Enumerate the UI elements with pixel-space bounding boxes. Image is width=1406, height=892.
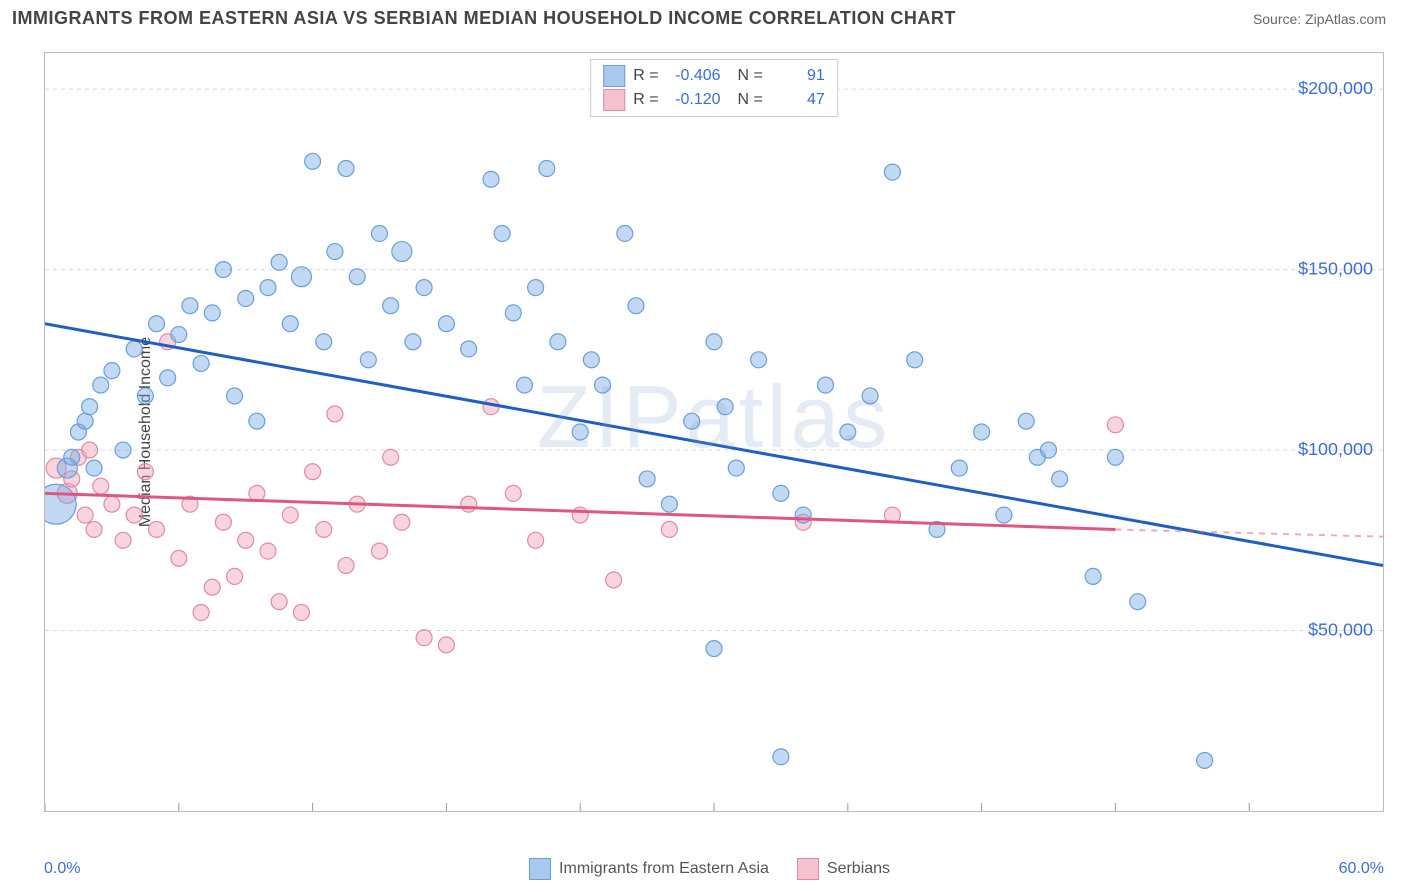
stats-r-label: R = — [633, 64, 658, 88]
chart-area: Median Household Income R = -0.406 N = 9… — [44, 52, 1384, 812]
x-axis-min: 0.0% — [44, 860, 80, 878]
stats-n-value-0: 91 — [771, 64, 825, 88]
stats-row-1: R = -0.120 N = 47 — [603, 88, 825, 112]
legend-swatch-1 — [797, 858, 819, 880]
legend-item-0: Immigrants from Eastern Asia — [529, 858, 769, 880]
stats-n-label: N = — [729, 64, 763, 88]
series-legend: Immigrants from Eastern Asia Serbians — [529, 858, 890, 880]
source-label: Source: ZipAtlas.com — [1253, 11, 1386, 27]
stats-n-label: N = — [729, 88, 763, 112]
stats-r-label: R = — [633, 88, 658, 112]
stats-r-value-0: -0.406 — [667, 64, 721, 88]
stats-legend: R = -0.406 N = 91 R = -0.120 N = 47 — [590, 59, 838, 117]
legend-item-1: Serbians — [797, 858, 890, 880]
legend-label-1: Serbians — [827, 860, 890, 878]
stats-n-value-1: 47 — [771, 88, 825, 112]
svg-text:$100,000: $100,000 — [1298, 439, 1373, 459]
stats-r-value-1: -0.120 — [667, 88, 721, 112]
stats-swatch-0 — [603, 65, 625, 87]
stats-swatch-1 — [603, 89, 625, 111]
svg-text:$50,000: $50,000 — [1308, 620, 1373, 640]
bottom-legend: 0.0% Immigrants from Eastern Asia Serbia… — [44, 858, 1384, 880]
header: IMMIGRANTS FROM EASTERN ASIA VS SERBIAN … — [0, 0, 1406, 33]
legend-swatch-0 — [529, 858, 551, 880]
stats-row-0: R = -0.406 N = 91 — [603, 64, 825, 88]
scatter-plot: $50,000 $100,000 $150,000 $200,000 — [45, 53, 1383, 811]
svg-text:$150,000: $150,000 — [1298, 259, 1373, 279]
x-axis-max: 60.0% — [1339, 860, 1384, 878]
legend-label-0: Immigrants from Eastern Asia — [559, 860, 769, 878]
svg-text:$200,000: $200,000 — [1298, 78, 1373, 98]
chart-title: IMMIGRANTS FROM EASTERN ASIA VS SERBIAN … — [12, 8, 956, 29]
